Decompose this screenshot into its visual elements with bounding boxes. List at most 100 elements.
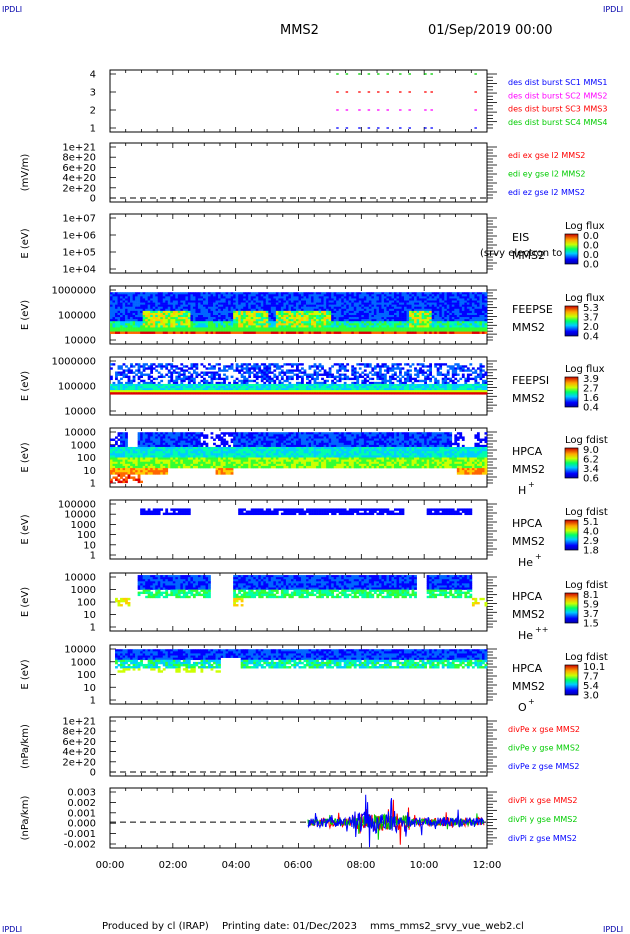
- spectrogram-cell: [466, 319, 470, 322]
- spectrogram-cell: [185, 321, 189, 324]
- spectrogram-cell: [135, 383, 138, 387]
- spectrogram-cell: [230, 300, 234, 303]
- spectrogram-cell: [411, 325, 415, 328]
- spectrogram-cell: [298, 331, 302, 334]
- spectrogram-cell: [444, 386, 448, 389]
- spectrogram-cell: [444, 298, 448, 301]
- spectrogram-cell: [258, 292, 262, 295]
- spectrogram-cell: [378, 388, 382, 391]
- spectrogram-cell: [321, 315, 324, 318]
- spectrogram-cell: [270, 302, 274, 305]
- spectrogram-cell: [401, 375, 405, 379]
- spectrogram-cell: [363, 373, 367, 376]
- spectrogram-cell: [419, 379, 422, 383]
- spectrogram-cell: [436, 308, 440, 312]
- spectrogram-cell: [363, 379, 367, 383]
- spectrogram-cell: [326, 317, 329, 320]
- spectrogram-cell: [117, 329, 121, 332]
- spectrogram-cell: [446, 390, 450, 393]
- spectrogram-cell: [361, 315, 365, 318]
- spectrogram-cell: [404, 377, 407, 381]
- spectrogram-cell: [162, 304, 166, 308]
- spectrogram-cell: [157, 365, 161, 368]
- spectrogram-cell: [421, 302, 425, 305]
- spectrogram-cell: [273, 317, 277, 320]
- spectrogram-cell: [434, 315, 438, 318]
- spectrogram-cell: [195, 323, 199, 326]
- spectrogram-cell: [205, 329, 209, 332]
- spectrogram-cell: [215, 325, 219, 328]
- spectrogram-cell: [122, 375, 126, 379]
- spectrogram-cell: [436, 306, 440, 310]
- spectrogram-cell: [401, 321, 405, 324]
- spectrogram-cell: [117, 373, 121, 376]
- spectrogram-cell: [122, 306, 126, 310]
- spectrogram-cell: [421, 306, 425, 310]
- spectrogram-cell: [479, 327, 483, 330]
- spectrogram-cell: [115, 296, 118, 299]
- spectrogram-cell: [464, 325, 468, 328]
- spectrogram-cell: [318, 296, 322, 299]
- spectrogram-cell: [220, 329, 224, 332]
- spectrogram-cell: [170, 310, 174, 314]
- spectrogram-cell: [293, 296, 297, 299]
- spectrogram-cell: [190, 300, 194, 303]
- spectrogram-cell: [240, 306, 244, 310]
- spectrogram-cell: [205, 317, 209, 320]
- spectrogram-cell: [429, 296, 432, 299]
- spectrogram-cell: [476, 319, 480, 322]
- spectrogram-cell: [376, 325, 380, 328]
- spectrogram-cell: [396, 302, 400, 305]
- spectrogram-cell: [160, 331, 164, 334]
- spectrogram-cell: [366, 292, 370, 295]
- spectrogram-cell: [313, 300, 317, 303]
- spectrogram-cell: [288, 369, 292, 372]
- spectrogram-cell: [311, 294, 314, 297]
- spectrogram-cell: [125, 373, 128, 376]
- spectrogram-cell: [142, 302, 146, 305]
- spectrogram-cell: [140, 310, 143, 314]
- spectrogram-cell: [185, 298, 189, 301]
- spectrogram-cell: [110, 302, 113, 305]
- spectrogram-cell: [223, 325, 226, 328]
- spectrogram-cell: [318, 319, 322, 322]
- spectrogram-cell: [190, 304, 194, 308]
- spectrogram-cell: [368, 294, 372, 297]
- spectrogram-cell: [373, 304, 377, 308]
- spectrogram-cell: [381, 317, 385, 320]
- spectrogram-cell: [147, 377, 151, 381]
- spectrogram-cell: [333, 325, 337, 328]
- spectrogram-cell: [180, 302, 184, 305]
- spectrogram-cell: [145, 321, 148, 324]
- spectrogram-cell: [341, 321, 345, 324]
- spectrogram-cell: [233, 304, 236, 308]
- spectrogram-cell: [449, 317, 453, 320]
- spectrogram-cell: [441, 306, 445, 310]
- spectrogram-cell: [434, 377, 438, 381]
- spectrogram-cell: [378, 292, 382, 295]
- spectrogram-cell: [414, 325, 417, 328]
- spectrogram-cell: [187, 296, 191, 299]
- spectrogram-cell: [316, 304, 319, 308]
- spectrogram-cell: [213, 302, 216, 305]
- spectrogram-cell: [383, 310, 387, 314]
- spectrogram-cell: [331, 312, 334, 316]
- spectrogram-cell: [331, 306, 334, 310]
- spectrogram-cell: [135, 308, 138, 312]
- spectrogram-cell: [160, 319, 164, 322]
- spectrogram-cell: [479, 323, 483, 326]
- spectrogram-cell: [368, 323, 372, 326]
- spectrogram-cell: [228, 325, 231, 328]
- spectrogram-cell: [245, 315, 249, 318]
- spectrogram-cell: [444, 292, 448, 295]
- spectrogram-cell: [235, 369, 239, 372]
- spectrogram-cell: [195, 312, 199, 316]
- spectrogram-cell: [411, 317, 415, 320]
- spectrogram-cell: [404, 381, 407, 385]
- spectrogram-cell: [280, 317, 284, 320]
- spectrogram-cell: [311, 304, 314, 308]
- spectrogram-cell: [306, 383, 309, 387]
- spectrogram-cell: [127, 383, 131, 387]
- spectrogram-cell: [230, 327, 234, 330]
- spectrogram-cell: [303, 323, 307, 326]
